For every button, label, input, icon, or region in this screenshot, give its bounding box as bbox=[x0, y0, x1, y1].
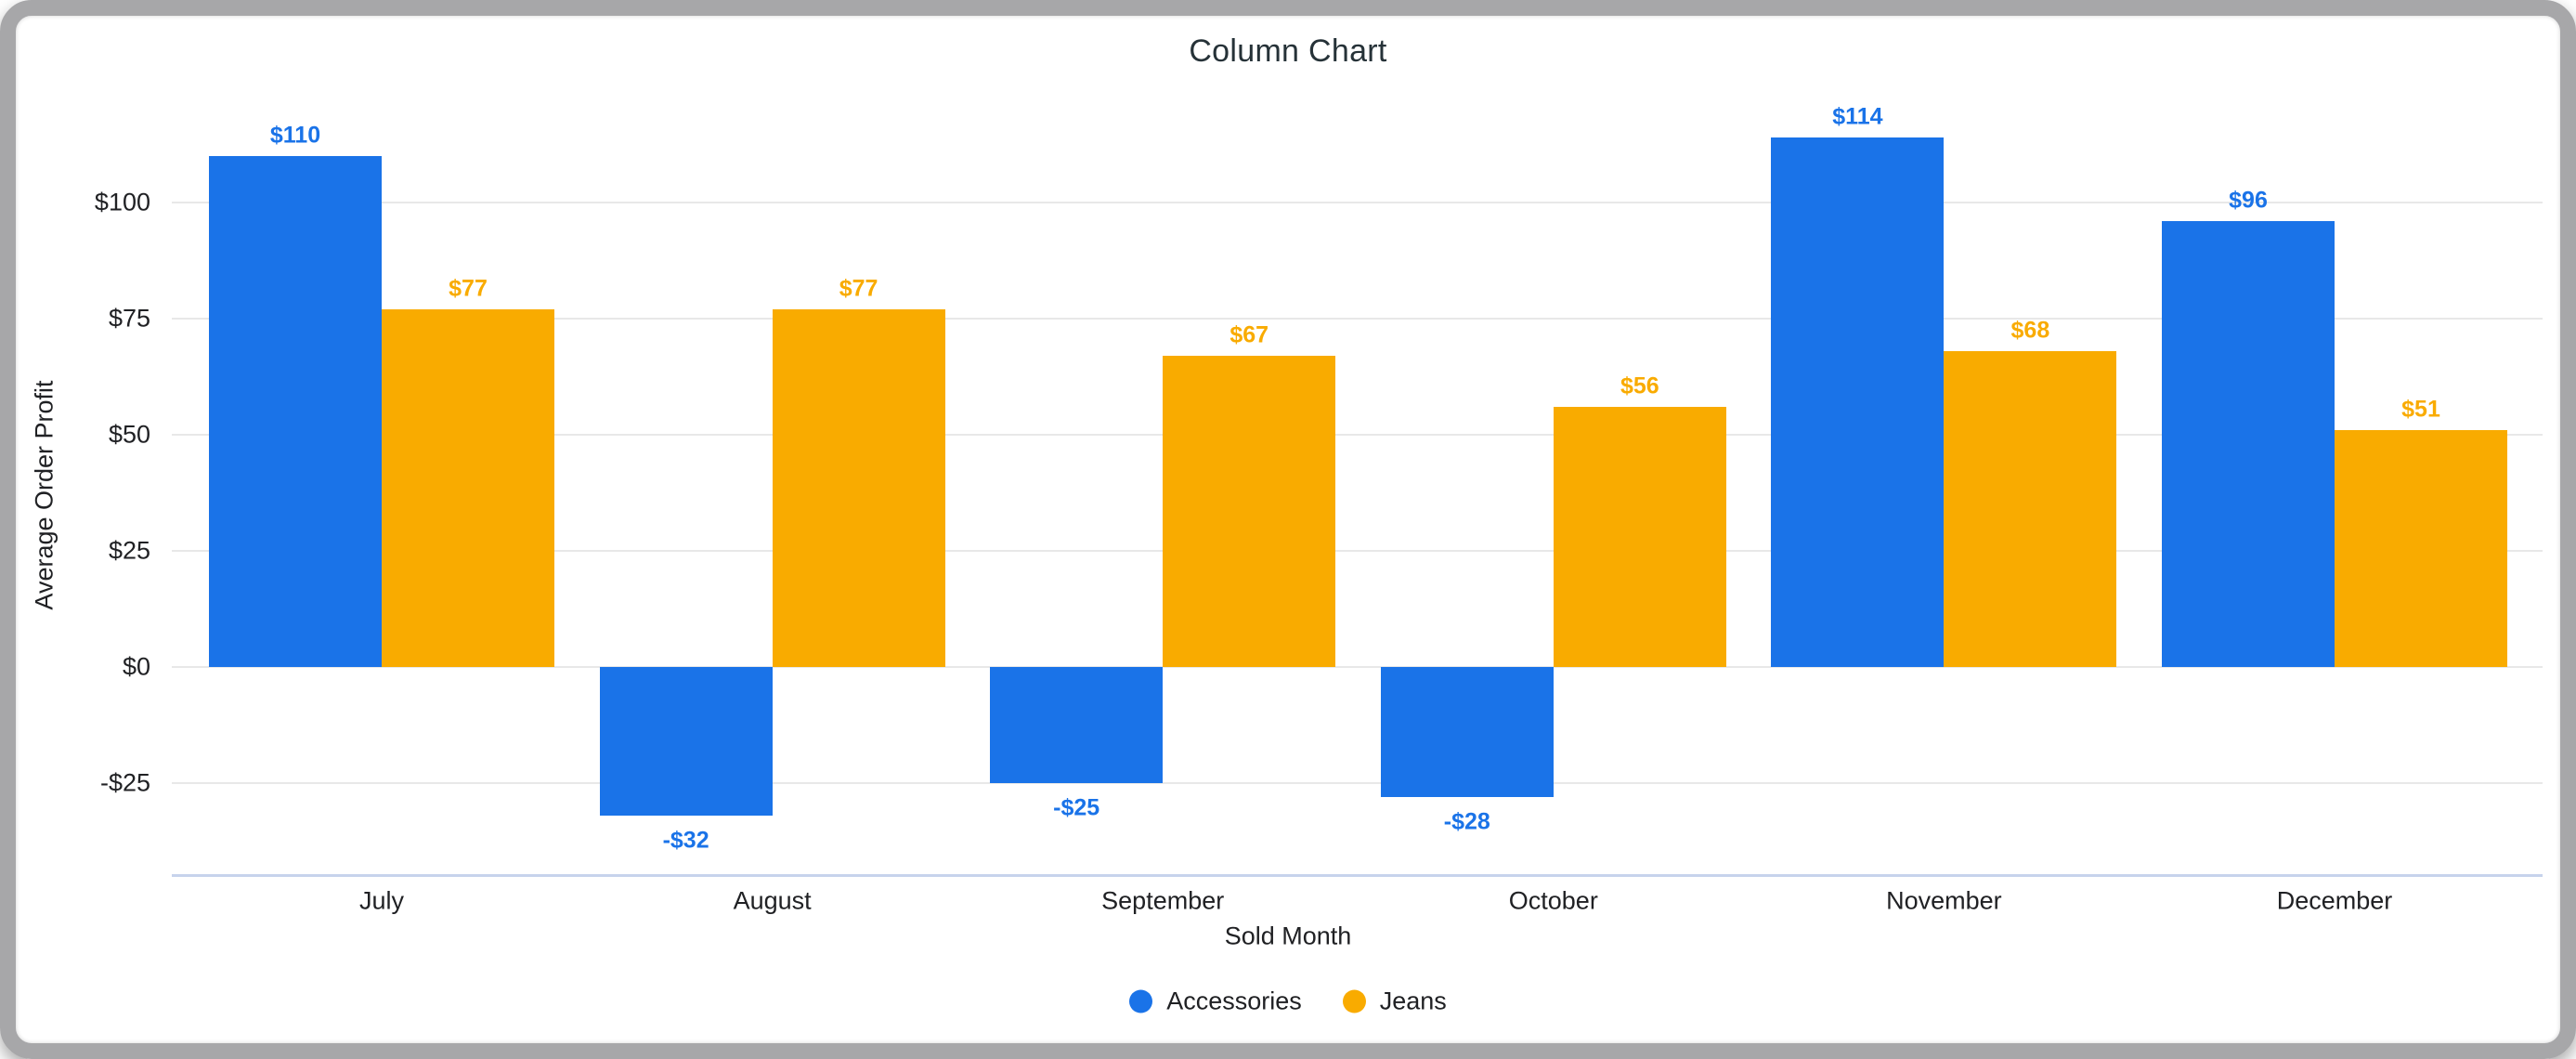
bar-jeans-july[interactable] bbox=[382, 309, 554, 667]
gridline--50 bbox=[172, 434, 2543, 436]
bar-jeans-october[interactable] bbox=[1553, 407, 1726, 667]
legend-dot-jeans bbox=[1342, 989, 1366, 1013]
gridline--0 bbox=[172, 666, 2543, 668]
bar-value-label: -$28 bbox=[1443, 808, 1490, 835]
x-category-label-august: August bbox=[733, 886, 812, 915]
bar-value-label: $51 bbox=[2401, 396, 2440, 423]
y-tick-label: -$25 bbox=[99, 768, 150, 797]
bar-value-label: $68 bbox=[2010, 317, 2050, 344]
x-axis-line bbox=[172, 874, 2543, 877]
legend-item-accessories[interactable]: Accessories bbox=[1129, 987, 1302, 1016]
y-tick-label: $25 bbox=[108, 536, 150, 565]
y-axis-title: Average Order Profit bbox=[30, 380, 59, 610]
chart-title: Column Chart bbox=[1189, 33, 1387, 69]
legend-label-jeans: Jeans bbox=[1379, 987, 1447, 1015]
y-tick-label: $75 bbox=[108, 304, 150, 333]
bar-accessories-december[interactable] bbox=[2162, 221, 2335, 667]
bar-value-label: $67 bbox=[1229, 321, 1269, 348]
bar-value-label: $114 bbox=[1832, 103, 1883, 130]
bar-accessories-october[interactable] bbox=[1380, 667, 1554, 797]
bar-value-label: -$32 bbox=[662, 827, 709, 854]
y-tick-label: $100 bbox=[94, 188, 150, 216]
y-tick-label: $0 bbox=[122, 652, 150, 681]
bar-value-label: -$25 bbox=[1053, 794, 1100, 821]
gridline--25 bbox=[172, 782, 2543, 784]
gridline--100 bbox=[172, 202, 2543, 203]
gridline--25 bbox=[172, 550, 2543, 552]
bar-jeans-september[interactable] bbox=[1163, 356, 1336, 667]
x-category-label-december: December bbox=[2276, 886, 2393, 915]
x-category-label-july: July bbox=[358, 886, 405, 915]
gridline--75 bbox=[172, 318, 2543, 320]
x-axis-title: Sold Month bbox=[1224, 922, 1352, 950]
bar-value-label: $56 bbox=[1620, 373, 1659, 399]
x-category-label-november: November bbox=[1886, 886, 2002, 915]
bar-jeans-december[interactable] bbox=[2335, 430, 2507, 667]
bar-accessories-august[interactable] bbox=[599, 667, 773, 816]
bar-accessories-november[interactable] bbox=[1771, 137, 1945, 667]
x-category-label-october: October bbox=[1508, 886, 1598, 915]
bar-accessories-july[interactable] bbox=[209, 156, 382, 667]
bar-jeans-august[interactable] bbox=[772, 309, 945, 667]
bar-jeans-november[interactable] bbox=[1944, 351, 2117, 667]
bar-accessories-september[interactable] bbox=[990, 667, 1164, 783]
x-category-label-september: September bbox=[1101, 886, 1225, 915]
legend-dot-accessories bbox=[1129, 989, 1153, 1013]
bar-value-label: $77 bbox=[839, 275, 878, 302]
bar-value-label: $110 bbox=[269, 122, 321, 149]
bar-value-label: $77 bbox=[449, 275, 488, 302]
legend-item-jeans[interactable]: Jeans bbox=[1342, 987, 1447, 1016]
bar-value-label: $96 bbox=[2229, 187, 2268, 214]
legend: Accessories Jeans bbox=[0, 987, 2576, 1016]
y-tick-label: $50 bbox=[108, 420, 150, 449]
legend-label-accessories: Accessories bbox=[1166, 987, 1302, 1015]
